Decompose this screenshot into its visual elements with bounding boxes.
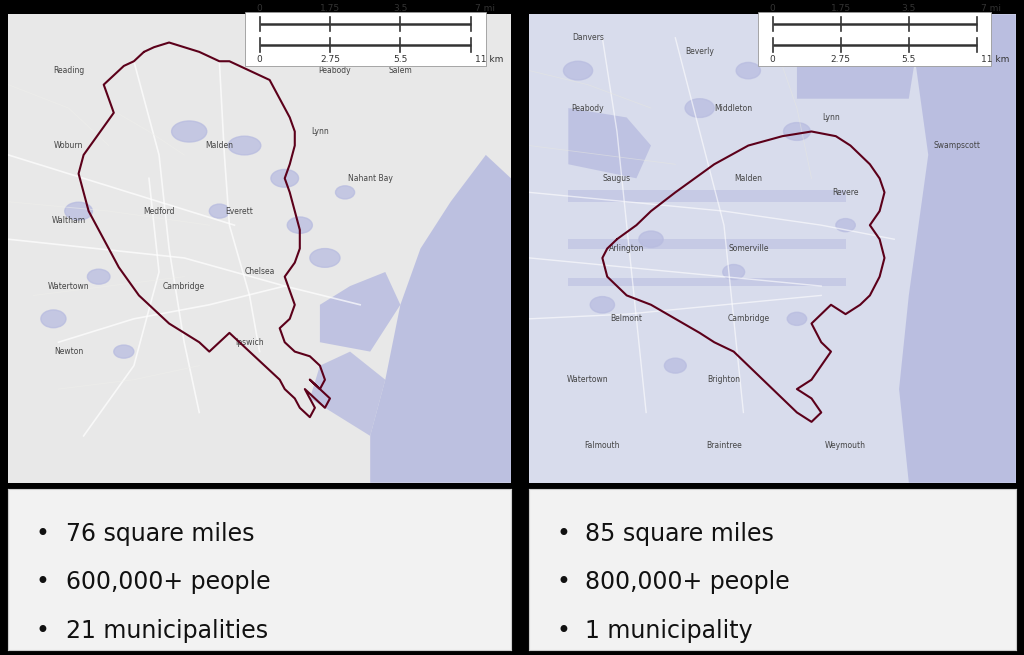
Text: 1.75: 1.75 (319, 5, 340, 14)
Ellipse shape (65, 202, 92, 220)
Text: Swampscott: Swampscott (934, 141, 981, 150)
Polygon shape (797, 14, 919, 99)
Text: Waltham: Waltham (51, 216, 86, 225)
Ellipse shape (271, 170, 299, 187)
Ellipse shape (310, 248, 340, 267)
Ellipse shape (685, 99, 715, 117)
Text: 2.75: 2.75 (319, 55, 340, 64)
Text: •: • (556, 522, 570, 546)
Ellipse shape (787, 312, 807, 326)
Text: 0: 0 (257, 55, 262, 64)
Text: Falmouth: Falmouth (585, 441, 621, 450)
Text: Marblehead: Marblehead (921, 57, 966, 66)
Text: Reading: Reading (53, 66, 84, 75)
Ellipse shape (665, 358, 686, 373)
Text: Chelsea: Chelsea (245, 267, 274, 276)
Text: Middleton: Middleton (715, 103, 753, 113)
Text: 2.75: 2.75 (830, 55, 851, 64)
Text: Newton: Newton (54, 347, 83, 356)
Text: Arlington: Arlington (609, 244, 644, 253)
Ellipse shape (736, 62, 761, 79)
Text: Ipswich: Ipswich (236, 338, 264, 346)
Ellipse shape (836, 219, 855, 232)
Text: Beverly: Beverly (685, 47, 714, 56)
Text: Malden: Malden (734, 174, 762, 183)
Text: 7 mi: 7 mi (981, 5, 1000, 14)
Text: Cambridge: Cambridge (727, 314, 769, 324)
Text: Lynn: Lynn (311, 127, 329, 136)
Text: •: • (36, 618, 50, 643)
Text: 800,000+ people: 800,000+ people (586, 571, 791, 594)
Ellipse shape (172, 121, 207, 142)
Ellipse shape (336, 186, 354, 199)
Text: 7 mi: 7 mi (475, 5, 495, 14)
Ellipse shape (288, 217, 312, 233)
Ellipse shape (590, 297, 614, 313)
Text: Salem: Salem (809, 57, 834, 66)
Text: Medford: Medford (143, 206, 175, 215)
Polygon shape (568, 190, 846, 202)
Text: 11 km: 11 km (475, 55, 503, 64)
Text: 11 km: 11 km (981, 55, 1010, 64)
Text: 76 square miles: 76 square miles (66, 522, 255, 546)
Ellipse shape (639, 231, 664, 248)
Text: 5.5: 5.5 (901, 55, 916, 64)
Text: 0: 0 (257, 5, 262, 14)
Polygon shape (319, 272, 400, 352)
Text: 21 municipalities: 21 municipalities (66, 618, 268, 643)
Text: 3.5: 3.5 (393, 5, 408, 14)
Text: 5.5: 5.5 (393, 55, 408, 64)
Text: •: • (556, 618, 570, 643)
Ellipse shape (723, 265, 744, 280)
Ellipse shape (783, 122, 810, 140)
Text: Somerville: Somerville (728, 244, 769, 253)
Text: Woburn: Woburn (54, 141, 83, 150)
Text: •: • (36, 522, 50, 546)
Text: 3.5: 3.5 (901, 5, 916, 14)
Ellipse shape (114, 345, 134, 358)
Text: Watertown: Watertown (48, 282, 89, 291)
FancyBboxPatch shape (245, 12, 485, 66)
Polygon shape (568, 278, 846, 286)
Polygon shape (568, 108, 651, 178)
Text: 0: 0 (770, 55, 775, 64)
Polygon shape (310, 352, 385, 436)
Text: •: • (556, 571, 570, 594)
Polygon shape (371, 155, 511, 483)
FancyBboxPatch shape (758, 12, 991, 66)
Text: Weymouth: Weymouth (825, 441, 866, 450)
Polygon shape (899, 14, 1016, 483)
Ellipse shape (41, 310, 66, 328)
Text: Brighton: Brighton (708, 375, 740, 384)
Text: Saugus: Saugus (603, 174, 631, 183)
Text: Peabody: Peabody (571, 103, 604, 113)
Text: Belmont: Belmont (610, 314, 643, 324)
Polygon shape (568, 239, 846, 248)
Text: 1.75: 1.75 (830, 5, 851, 14)
Text: Nahant Bay: Nahant Bay (348, 174, 392, 183)
Text: Peabody: Peabody (318, 66, 351, 75)
Text: 600,000+ people: 600,000+ people (66, 571, 270, 594)
Text: Watertown: Watertown (567, 375, 608, 384)
Text: •: • (36, 571, 50, 594)
Text: 1 municipality: 1 municipality (586, 618, 753, 643)
Ellipse shape (228, 136, 261, 155)
Text: 0: 0 (770, 5, 775, 14)
Text: Danvers: Danvers (571, 33, 604, 43)
Text: 85 square miles: 85 square miles (586, 522, 774, 546)
Text: Salem: Salem (388, 66, 413, 75)
Text: Revere: Revere (833, 188, 859, 197)
Ellipse shape (209, 204, 229, 218)
Ellipse shape (87, 269, 110, 284)
Text: Cambridge: Cambridge (163, 282, 205, 291)
Ellipse shape (563, 61, 593, 80)
Text: Lynn: Lynn (822, 113, 840, 122)
Text: Malden: Malden (206, 141, 233, 150)
Text: Everett: Everett (225, 206, 253, 215)
Text: Braintree: Braintree (707, 441, 741, 450)
